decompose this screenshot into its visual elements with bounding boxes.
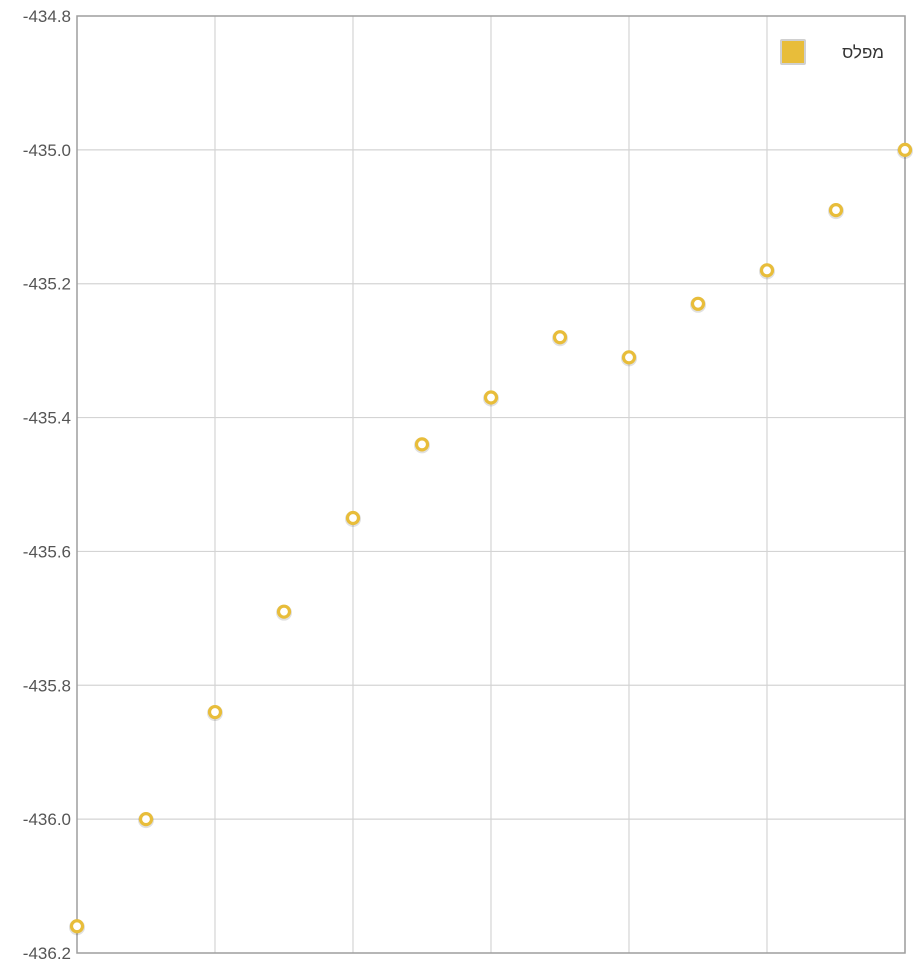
data-point[interactable] bbox=[276, 604, 292, 619]
data-point[interactable] bbox=[897, 142, 913, 157]
data-point[interactable] bbox=[207, 704, 223, 720]
data-point[interactable] bbox=[414, 437, 430, 452]
legend[interactable]: מפלס bbox=[780, 39, 884, 65]
plot-frame bbox=[76, 15, 906, 954]
data-point[interactable] bbox=[690, 296, 706, 311]
y-tick-label: -435.6 bbox=[23, 542, 71, 561]
grid bbox=[77, 16, 906, 953]
data-point[interactable] bbox=[828, 202, 844, 218]
y-tick-label: -435.0 bbox=[23, 141, 71, 160]
data-point[interactable] bbox=[621, 350, 637, 365]
data-points bbox=[69, 142, 913, 936]
data-point[interactable] bbox=[552, 330, 568, 345]
data-point[interactable] bbox=[138, 812, 154, 827]
y-tick-label: -435.2 bbox=[23, 275, 71, 294]
y-tick-label: -435.4 bbox=[23, 409, 71, 428]
data-point[interactable] bbox=[759, 263, 775, 278]
y-axis-tick-labels: -434.8 -435.0 -435.2 -435.4 -435.6 -435.8 -436… bbox=[23, 7, 71, 963]
y-tick-label: -435.8 bbox=[23, 676, 71, 695]
data-point[interactable] bbox=[345, 510, 361, 526]
legend-swatch bbox=[780, 39, 806, 65]
legend-label: מפלס bbox=[842, 43, 884, 62]
data-point[interactable] bbox=[483, 390, 499, 405]
y-tick-label: -436.0 bbox=[23, 810, 71, 829]
y-tick-label: -436.2 bbox=[23, 944, 71, 963]
data-point[interactable] bbox=[69, 919, 85, 934]
y-tick-label: -434.8 bbox=[23, 7, 71, 26]
